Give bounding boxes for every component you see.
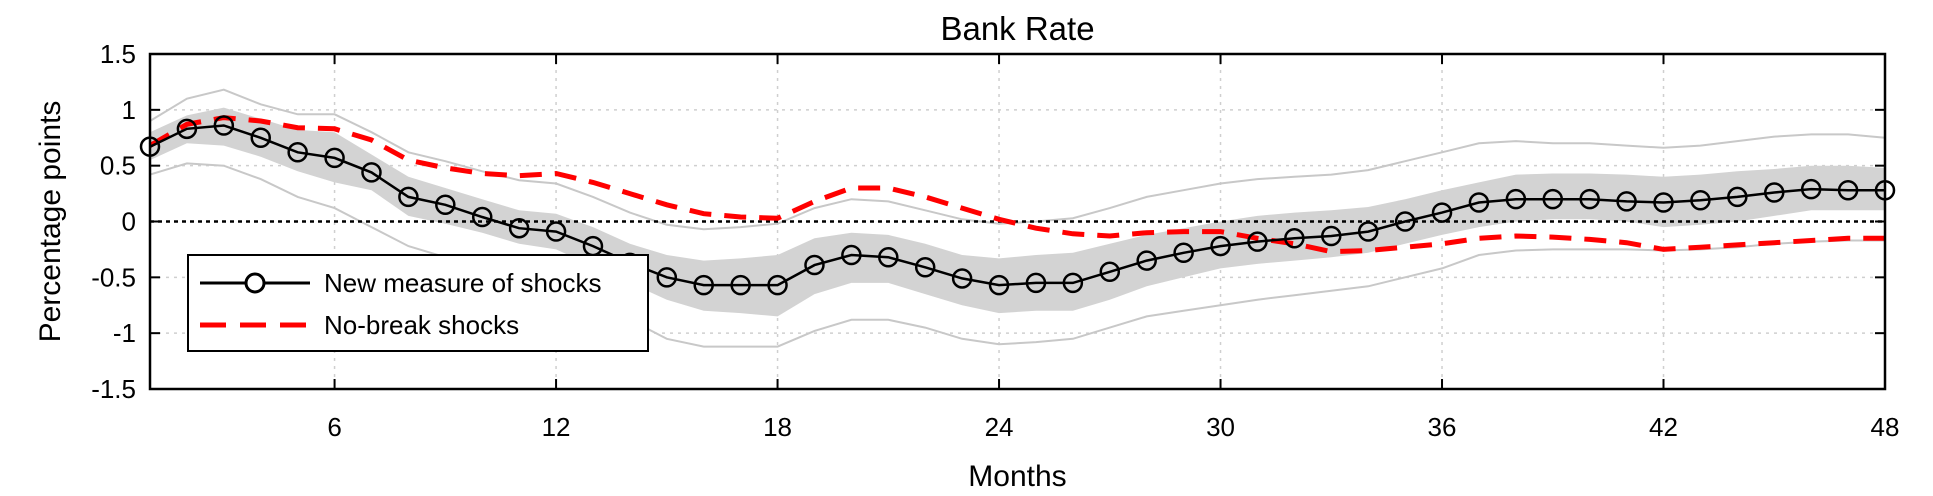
legend-label-new-measure-of-shocks: New measure of shocks <box>324 268 601 298</box>
data-point <box>841 244 862 266</box>
x-tick-label: 42 <box>1649 412 1678 442</box>
data-point <box>1173 242 1194 264</box>
data-point <box>951 268 973 289</box>
x-tick-label: 36 <box>1428 412 1457 442</box>
data-point <box>1394 211 1416 232</box>
chart-title: Bank Rate <box>940 10 1094 47</box>
data-point <box>1837 179 1859 201</box>
y-tick-label: 0 <box>122 207 136 237</box>
y-tick-label: 1 <box>122 95 136 125</box>
data-point <box>1727 186 1748 208</box>
y-tick-label: -1 <box>113 318 136 348</box>
data-point <box>398 186 419 208</box>
confidence-band <box>150 107 1885 317</box>
data-point <box>730 274 751 296</box>
data-point <box>878 246 899 268</box>
data-point <box>1321 225 1342 247</box>
x-tick-label: 12 <box>542 412 571 442</box>
x-tick-label: 30 <box>1206 412 1235 442</box>
y-tick-label: -1.5 <box>91 374 136 404</box>
data-point <box>435 194 456 215</box>
legend-marker-new-measure-of-shocks <box>244 272 266 294</box>
data-point <box>1136 250 1157 271</box>
x-axis-title: Months <box>968 460 1066 493</box>
y-tick-label: -0.5 <box>91 262 136 292</box>
plot-area: 6 12 18 24 30 36 42 48 1.5 1 0.5 0 -0.5 -1 -1.5 <box>91 39 1899 442</box>
data-point <box>1764 182 1785 203</box>
data-point <box>545 221 567 242</box>
data-point <box>1505 188 1527 210</box>
data-point <box>287 142 308 163</box>
data-point <box>656 267 678 288</box>
data-point <box>1357 221 1379 242</box>
y-tick-label: 0.5 <box>100 151 136 181</box>
data-point <box>176 118 198 140</box>
x-tick-label: 18 <box>763 412 792 442</box>
series-line-new-measure-of-shocks <box>149 124 1885 287</box>
data-point <box>1690 190 1711 211</box>
data-point <box>508 217 530 239</box>
data-point <box>804 254 825 276</box>
data-point <box>250 127 271 148</box>
data-point <box>1284 228 1305 249</box>
data-point <box>471 206 493 228</box>
data-point <box>1431 202 1453 223</box>
legend: New measure of shocks No-break shocks <box>187 254 649 352</box>
data-point <box>988 274 1010 296</box>
legend-label-no-break-shocks: No-break shocks <box>324 310 519 340</box>
data-point <box>1062 272 1084 294</box>
data-point <box>767 274 788 296</box>
legend-box <box>187 254 649 352</box>
data-point <box>1210 235 1231 257</box>
data-point <box>1653 192 1674 213</box>
x-tick-label: 6 <box>327 412 341 442</box>
y-axis-title: Percentage points <box>34 101 67 343</box>
y-tick-label: 1.5 <box>100 39 136 69</box>
data-point <box>213 115 235 136</box>
data-point <box>1800 178 1822 200</box>
data-point <box>1579 188 1600 210</box>
data-point <box>1468 192 1490 213</box>
x-tick-label: 48 <box>1871 412 1900 442</box>
data-point <box>1099 261 1121 282</box>
data-point <box>324 147 345 169</box>
data-point <box>693 274 714 296</box>
data-point <box>361 162 382 183</box>
data-point <box>1542 188 1564 210</box>
data-point <box>914 257 936 278</box>
x-tick-label: 24 <box>985 412 1014 442</box>
data-point <box>1025 272 1047 294</box>
data-point <box>1616 191 1637 212</box>
series-line-no-break-shocks <box>148 115 1885 255</box>
data-point <box>1247 231 1268 252</box>
legend-entries: New measure of shocks No-break shocks <box>200 268 601 340</box>
